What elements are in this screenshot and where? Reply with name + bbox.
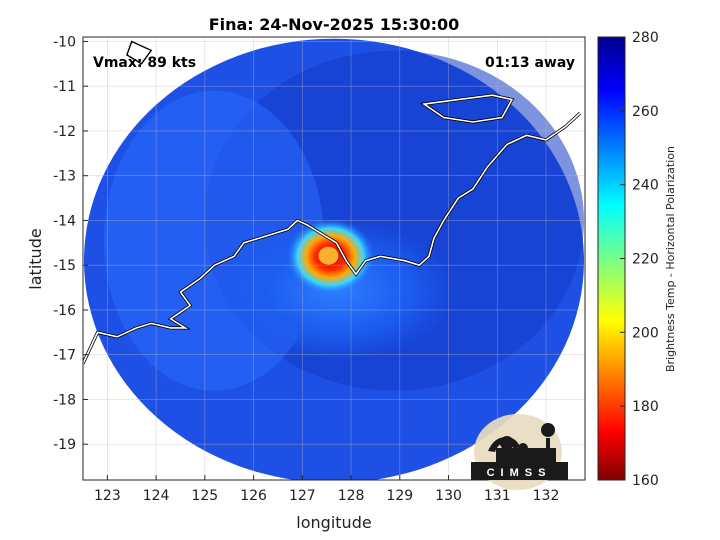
y-tick-label: -18 (53, 392, 76, 408)
y-tick-label: -15 (53, 258, 76, 274)
colorbar-ticks: 280 260 240 220 200 180 160 (620, 30, 659, 489)
x-tick-label: 125 (191, 488, 218, 504)
cimss-logo: CIMSS (471, 414, 568, 490)
y-tick-label: -11 (53, 79, 76, 95)
y-tick-label: -19 (53, 437, 76, 453)
chart-title: Fina: 24-Nov-2025 15:30:00 (209, 15, 460, 34)
storm-eye (318, 246, 339, 265)
coastline (83, 40, 582, 365)
x-tick-label: 132 (533, 488, 560, 504)
x-tick-label: 123 (94, 488, 121, 504)
x-tick-label: 130 (435, 488, 462, 504)
plot-frame (82, 36, 586, 481)
y-tick-label: -12 (53, 124, 76, 140)
grid (83, 37, 585, 480)
island-path (422, 94, 514, 123)
x-tick-label: 131 (484, 488, 511, 504)
y-tick-label: -14 (53, 213, 76, 229)
colorbar-tick-label: 180 (632, 399, 659, 415)
colorbar-tick-label: 280 (632, 30, 659, 46)
vmax-annotation: Vmax: 89 kts (93, 55, 196, 71)
x-axis: 123 124 125 126 127 128 129 130 131 132 (94, 475, 559, 504)
y-tick-label: -13 (53, 169, 76, 185)
colorbar-tick-label: 240 (632, 178, 659, 194)
colorbar-tick-label: 160 (632, 473, 659, 489)
x-tick-label: 128 (338, 488, 365, 504)
x-tick-label: 129 (386, 488, 413, 504)
x-tick-label: 127 (289, 488, 316, 504)
y-tick-label: -10 (53, 34, 76, 50)
x-tick-label: 126 (240, 488, 267, 504)
colorbar-tick-label: 200 (632, 325, 659, 341)
y-tick-label: -17 (53, 348, 76, 364)
timor-outline (126, 40, 153, 65)
colorbar-tick-label: 220 (632, 252, 659, 268)
time-away-annotation: 01:13 away (485, 55, 575, 71)
colorbar-label: Brightness Temp - Horizontal Polarizatio… (664, 146, 677, 372)
x-axis-label: longitude (296, 513, 371, 532)
coastline-path (83, 112, 581, 365)
colorbar-tick-label: 260 (632, 104, 659, 120)
y-tick-label: -16 (53, 303, 76, 319)
logo-text: CIMSS (487, 467, 552, 479)
y-axis: -10 -11 -12 -13 -14 -15 -16 -17 -18 -19 (53, 34, 88, 453)
y-axis-label: latitude (26, 228, 45, 289)
swath-layer (84, 38, 584, 480)
x-tick-label: 124 (143, 488, 170, 504)
